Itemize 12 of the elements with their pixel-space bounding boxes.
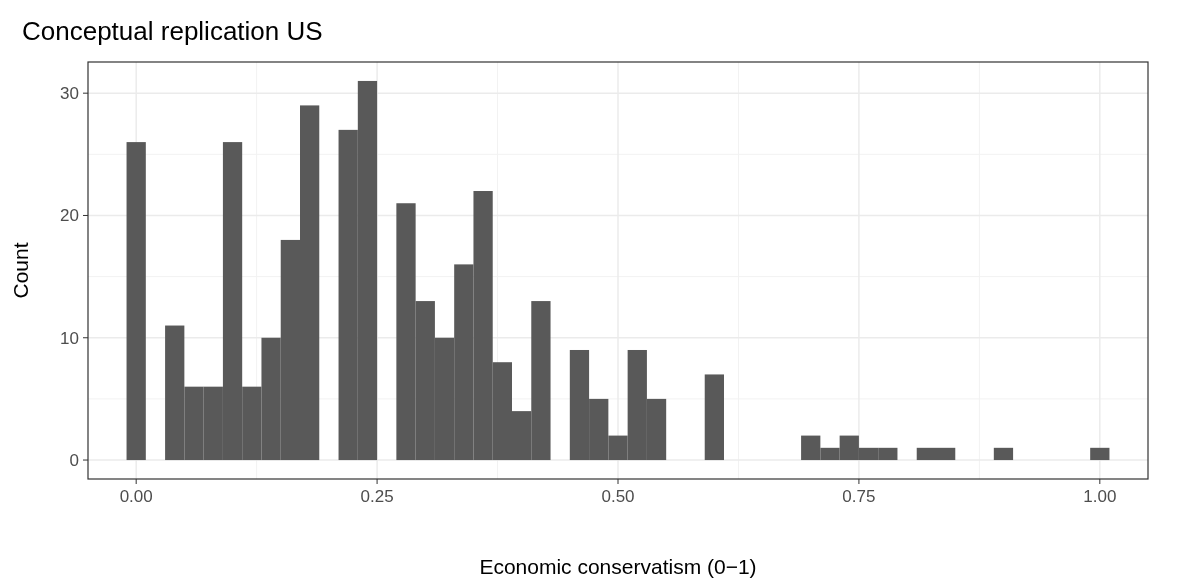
y-tick-label: 10: [60, 328, 79, 348]
y-tick-label: 0: [69, 451, 79, 471]
x-tick-label: 0.00: [119, 487, 153, 506]
x-tick-label: 1.00: [1083, 487, 1117, 506]
x-tick-label: 0.25: [360, 487, 394, 506]
x-tick-label: 0.75: [842, 487, 876, 506]
y-tick-label: 30: [60, 84, 79, 104]
chart-title: Conceptual replication US: [22, 16, 323, 46]
x-tick-label: 0.50: [601, 487, 635, 506]
y-axis-title: Count: [9, 242, 32, 299]
y-tick-label: 20: [60, 206, 79, 226]
x-axis-title: Economic conservatism (0−1): [479, 555, 757, 578]
